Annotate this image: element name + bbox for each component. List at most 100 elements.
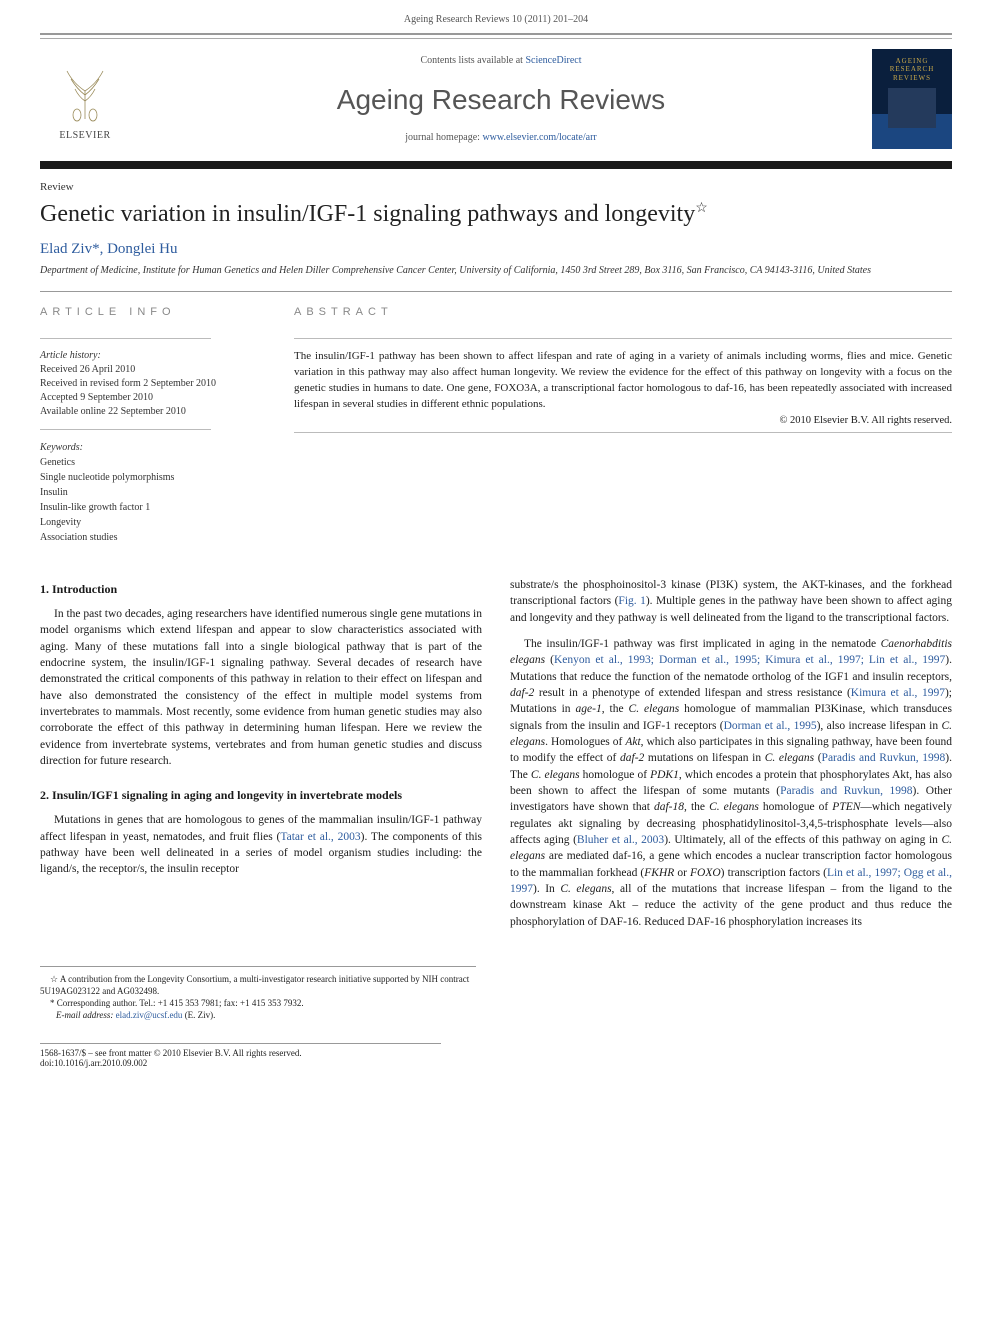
article-info-block: ARTICLE INFO Article history: Received 2…: [40, 292, 270, 555]
article-title: Genetic variation in insulin/IGF-1 signa…: [40, 193, 952, 231]
masthead-bottom-bar: [40, 161, 952, 169]
section-1-para-1: In the past two decades, aging researche…: [40, 606, 482, 769]
article-info-heading: ARTICLE INFO: [40, 306, 254, 328]
journal-homepage-line: journal homepage: www.elsevier.com/locat…: [140, 132, 862, 143]
figure-reference[interactable]: Fig. 1: [618, 595, 645, 607]
abstract-heading: ABSTRACT: [294, 306, 952, 328]
para-text: mutations on lifespan in: [644, 752, 764, 764]
citation-link[interactable]: Dorman et al., 1995: [724, 720, 817, 732]
journal-home-link[interactable]: www.elsevier.com/locate/arr: [482, 132, 596, 143]
cover-image-placeholder: [888, 88, 936, 128]
email-label: E-mail address:: [56, 1010, 113, 1020]
gene-name: daf-2: [510, 687, 534, 699]
cover-title-line3: REVIEWS: [893, 74, 931, 82]
species-name: C. elegans: [629, 703, 680, 715]
col2-para-1: substrate/s the phosphoinositol-3 kinase…: [510, 577, 952, 626]
front-matter-text: 1568-1637/$ – see front matter © 2010 El…: [40, 1048, 952, 1058]
gene-name: FKHR: [644, 867, 674, 879]
article-header: Review Genetic variation in insulin/IGF-…: [0, 169, 992, 291]
para-text: (: [545, 654, 554, 666]
citation-link[interactable]: Paradis and Ruvkun, 1998: [822, 752, 946, 764]
para-text: The insulin/IGF-1 pathway was first impl…: [524, 638, 881, 650]
body-two-column: 1. Introduction In the past two decades,…: [0, 555, 992, 950]
front-matter-block: 1568-1637/$ – see front matter © 2010 El…: [40, 1039, 952, 1068]
keyword-item: Single nucleotide polymorphisms: [40, 470, 254, 485]
author-link-2[interactable]: , Donglei Hu: [100, 241, 178, 257]
author-list: Elad Ziv*, Donglei Hu: [40, 231, 952, 258]
journal-cover-thumbnail: AGEING RESEARCH REVIEWS: [872, 49, 952, 149]
footnote-email: E-mail address: elad.ziv@ucsf.edu (E. Zi…: [40, 1009, 476, 1021]
keyword-item: Insulin: [40, 485, 254, 500]
affiliation: Department of Medicine, Institute for Hu…: [40, 258, 952, 291]
keyword-item: Insulin-like growth factor 1: [40, 500, 254, 515]
citation-link[interactable]: Tatar et al., 2003: [280, 831, 360, 843]
keyword-item: Association studies: [40, 530, 254, 545]
species-name: C. elegans: [560, 883, 611, 895]
running-head: Ageing Research Reviews 10 (2011) 201–20…: [0, 0, 992, 33]
col2-para-2: The insulin/IGF-1 pathway was first impl…: [510, 636, 952, 930]
sciencedirect-link[interactable]: ScienceDirect: [525, 55, 581, 66]
footnote-star: ☆ A contribution from the Longevity Cons…: [40, 973, 476, 997]
info-rule-2: [40, 429, 211, 430]
title-text: Genetic variation in insulin/IGF-1 signa…: [40, 201, 695, 227]
section-1-heading: 1. Introduction: [40, 577, 482, 606]
info-abstract-row: ARTICLE INFO Article history: Received 2…: [40, 291, 952, 555]
author-link-1[interactable]: Elad Ziv: [40, 241, 92, 257]
revised-date: Received in revised form 2 September 201…: [40, 377, 254, 391]
online-date: Available online 22 September 2010: [40, 405, 254, 419]
para-text: homologue of: [580, 769, 650, 781]
species-name: C. elegans: [531, 769, 580, 781]
section-2-para-1: Mutations in genes that are homologous t…: [40, 812, 482, 877]
abstract-copyright: © 2010 Elsevier B.V. All rights reserved…: [294, 413, 952, 426]
corr-marker: *: [92, 241, 100, 257]
para-text: or: [674, 867, 690, 879]
email-link[interactable]: elad.ziv@ucsf.edu: [116, 1010, 183, 1020]
para-text: ), also increase lifespan in: [817, 720, 942, 732]
abstract-rule: [294, 338, 952, 339]
email-suffix: (E. Ziv).: [182, 1010, 215, 1020]
gene-name: daf-18: [654, 801, 684, 813]
species-name: C. elegans: [765, 752, 814, 764]
citation-link[interactable]: Paradis and Ruvkun, 1998: [780, 785, 912, 797]
article-type: Review: [40, 181, 952, 193]
keyword-item: Longevity: [40, 515, 254, 530]
column-left: 1. Introduction In the past two decades,…: [40, 577, 482, 940]
header-rule-thick: [40, 33, 952, 36]
para-text: homologue of: [759, 801, 833, 813]
abstract-block: ABSTRACT The insulin/IGF-1 pathway has b…: [270, 292, 952, 555]
footnotes: ☆ A contribution from the Longevity Cons…: [40, 966, 476, 1032]
received-date: Received 26 April 2010: [40, 363, 254, 377]
footnote-text: Corresponding author. Tel.: +1 415 353 7…: [57, 998, 304, 1008]
accepted-date: Accepted 9 September 2010: [40, 391, 254, 405]
star-icon: ☆: [50, 974, 60, 984]
gene-name: daf-2: [620, 752, 644, 764]
section-2-heading: 2. Insulin/IGF1 signaling in aging and l…: [40, 779, 482, 812]
home-prefix: journal homepage:: [405, 132, 482, 143]
asterisk-icon: *: [50, 998, 57, 1008]
citation-link[interactable]: Bluher et al., 2003: [577, 834, 664, 846]
masthead: ELSEVIER Contents lists available at Sci…: [0, 39, 992, 155]
para-text: result in a phenotype of extended lifesp…: [534, 687, 851, 699]
gene-name: FOXO: [690, 867, 721, 879]
footnote-text: A contribution from the Longevity Consor…: [40, 974, 469, 996]
para-text: ). In: [533, 883, 560, 895]
para-text: . Homologues of: [545, 736, 625, 748]
doi-text: doi:10.1016/j.arr.2010.09.002: [40, 1058, 952, 1068]
footnote-corresponding: * Corresponding author. Tel.: +1 415 353…: [40, 997, 476, 1009]
gene-name: age-1: [576, 703, 602, 715]
masthead-center: Contents lists available at ScienceDirec…: [130, 55, 872, 143]
abstract-rule-bottom: [294, 432, 952, 433]
history-label: Article history:: [40, 349, 254, 363]
cover-title-line1: AGEING: [896, 57, 929, 65]
citation-link[interactable]: Kenyon et al., 1993; Dorman et al., 1995…: [554, 654, 945, 666]
species-name: C. elegans: [709, 801, 759, 813]
para-text: ). Ultimately, all of the effects of thi…: [664, 834, 941, 846]
journal-title: Ageing Research Reviews: [140, 66, 862, 132]
para-text: , the: [602, 703, 629, 715]
elsevier-tree-icon: [50, 58, 120, 128]
column-right: substrate/s the phosphoinositol-3 kinase…: [510, 577, 952, 940]
para-text: (: [814, 752, 821, 764]
citation-link[interactable]: Kimura et al., 1997: [851, 687, 945, 699]
info-rule-1: [40, 338, 211, 339]
contents-link-line: Contents lists available at ScienceDirec…: [140, 55, 862, 66]
